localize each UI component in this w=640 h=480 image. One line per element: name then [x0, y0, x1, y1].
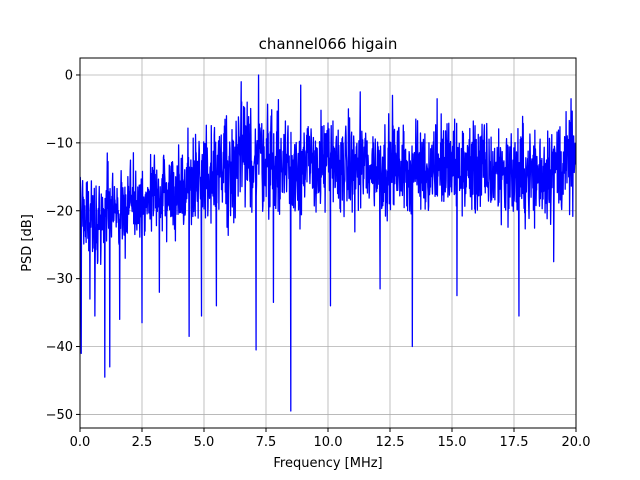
- x-tick-label: 20.0: [562, 435, 591, 450]
- series-line-layer: [80, 74, 576, 412]
- grid-lines: [79, 58, 577, 428]
- x-tick-label: 0.0: [70, 435, 91, 450]
- y-tick-label: −20: [46, 204, 73, 219]
- x-tick-label: 15.0: [438, 435, 467, 450]
- axis-ticks: 0.0 2.5 5.0 7.5 10.0 12.5 15.0 17.5 20.0 0 −10 −20 −…: [46, 68, 591, 450]
- y-axis-label: PSD [dB]: [20, 214, 35, 272]
- y-tick-label: 0: [65, 68, 73, 83]
- y-tick-label: −50: [46, 408, 73, 423]
- y-tick-label: −40: [46, 340, 73, 355]
- chart-title: channel066 higain: [259, 35, 398, 53]
- x-tick-label: 2.5: [132, 435, 153, 450]
- x-tick-label: 17.5: [500, 435, 529, 450]
- x-tick-label: 7.5: [256, 435, 277, 450]
- y-tick-label: −30: [46, 272, 73, 287]
- psd-series-line: [80, 74, 576, 412]
- x-tick-label: 5.0: [194, 435, 215, 450]
- y-tick-label: −10: [46, 136, 73, 151]
- x-tick-label: 10.0: [314, 435, 343, 450]
- x-tick-label: 12.5: [376, 435, 405, 450]
- x-axis-label: Frequency [MHz]: [273, 456, 382, 471]
